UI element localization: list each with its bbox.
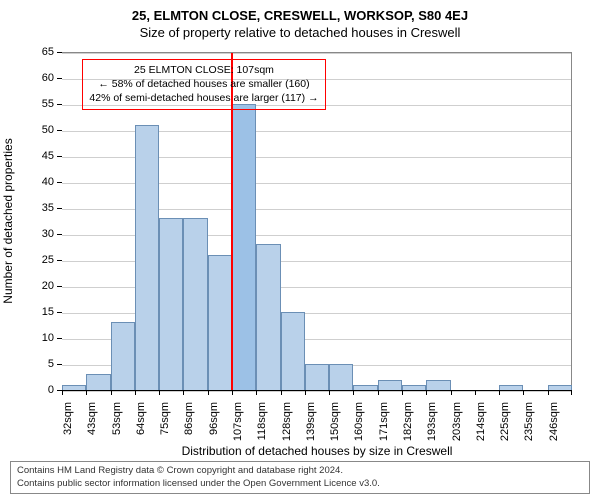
x-tick-label: 96sqm — [208, 402, 220, 446]
x-tick-mark — [305, 390, 306, 395]
x-tick-mark — [159, 390, 160, 395]
annotation-line: 42% of semi-detached houses are larger (… — [89, 91, 318, 105]
histogram-bar — [159, 218, 183, 390]
x-tick-label: 43sqm — [86, 402, 98, 446]
x-tick-label: 246sqm — [548, 402, 560, 446]
x-tick-mark — [232, 390, 233, 395]
y-tick-label: 45 — [42, 150, 54, 162]
y-axis-title: Number of detached properties — [1, 138, 15, 303]
y-tick-label: 65 — [42, 46, 54, 58]
x-tick-mark — [208, 390, 209, 395]
y-tick-label: 50 — [42, 124, 54, 136]
x-tick-label: 139sqm — [305, 402, 317, 446]
x-tick-label: 225sqm — [499, 402, 511, 446]
x-tick-label: 214sqm — [475, 402, 487, 446]
x-tick-mark — [135, 390, 136, 395]
x-tick-mark — [571, 390, 572, 395]
x-tick-label: 32sqm — [62, 402, 74, 446]
histogram-bar — [426, 380, 450, 390]
x-tick-label: 160sqm — [353, 402, 365, 446]
x-axis-title: Distribution of detached houses by size … — [62, 444, 572, 458]
x-tick-label: 118sqm — [256, 402, 268, 446]
histogram-bar — [305, 364, 329, 390]
histogram-bar — [378, 380, 402, 390]
y-tick-label: 60 — [42, 72, 54, 84]
x-tick-mark — [111, 390, 112, 395]
x-axis-line — [62, 390, 572, 391]
x-tick-mark — [86, 390, 87, 395]
x-tick-mark — [183, 390, 184, 395]
annotation-box: 25 ELMTON CLOSE: 107sqm← 58% of detached… — [82, 59, 325, 110]
x-tick-label: 235sqm — [523, 402, 535, 446]
annotation-line: 25 ELMTON CLOSE: 107sqm — [89, 63, 318, 77]
x-tick-mark — [548, 390, 549, 395]
x-tick-mark — [281, 390, 282, 395]
y-tick-label: 5 — [48, 358, 54, 370]
y-tick-label: 25 — [42, 254, 54, 266]
x-tick-mark — [451, 390, 452, 395]
x-tick-mark — [353, 390, 354, 395]
footer-line-1: Contains HM Land Registry data © Crown c… — [17, 465, 583, 477]
x-tick-label: 64sqm — [135, 402, 147, 446]
x-tick-label: 86sqm — [183, 402, 195, 446]
histogram-bar — [86, 374, 110, 390]
x-tick-mark — [499, 390, 500, 395]
x-tick-mark — [256, 390, 257, 395]
histogram-bar — [111, 322, 135, 390]
histogram-bar — [135, 125, 159, 390]
y-tick-label: 40 — [42, 176, 54, 188]
histogram-bar — [256, 244, 280, 390]
x-tick-label: 150sqm — [329, 402, 341, 446]
y-tick-label: 15 — [42, 306, 54, 318]
x-tick-mark — [402, 390, 403, 395]
footer-line-2: Contains public sector information licen… — [17, 478, 583, 490]
histogram-bar — [232, 104, 256, 390]
x-tick-mark — [378, 390, 379, 395]
x-tick-mark — [475, 390, 476, 395]
x-tick-label: 182sqm — [402, 402, 414, 446]
x-tick-mark — [426, 390, 427, 395]
x-tick-label: 107sqm — [232, 402, 244, 446]
y-tick-label: 20 — [42, 280, 54, 292]
histogram-bar — [183, 218, 207, 390]
y-tick-label: 55 — [42, 98, 54, 110]
y-tick-label: 30 — [42, 228, 54, 240]
x-tick-mark — [62, 390, 63, 395]
x-tick-label: 75sqm — [159, 402, 171, 446]
y-tick-label: 0 — [48, 384, 54, 396]
x-tick-label: 53sqm — [111, 402, 123, 446]
x-tick-label: 203sqm — [451, 402, 463, 446]
y-tick-label: 10 — [42, 332, 54, 344]
y-tick-label: 35 — [42, 202, 54, 214]
x-tick-label: 193sqm — [426, 402, 438, 446]
histogram-bar — [208, 255, 232, 390]
chart-subtitle: Size of property relative to detached ho… — [0, 23, 600, 40]
histogram-bar — [281, 312, 305, 390]
x-tick-label: 171sqm — [378, 402, 390, 446]
annotation-line: ← 58% of detached houses are smaller (16… — [89, 77, 318, 91]
x-axis: Distribution of detached houses by size … — [62, 390, 572, 450]
x-tick-mark — [329, 390, 330, 395]
x-tick-mark — [523, 390, 524, 395]
x-tick-label: 128sqm — [281, 402, 293, 446]
histogram-bar — [329, 364, 353, 390]
chart-plot-area: 25 ELMTON CLOSE: 107sqm← 58% of detached… — [62, 52, 572, 390]
y-axis: Number of detached properties 0510152025… — [0, 52, 62, 390]
footer-attribution: Contains HM Land Registry data © Crown c… — [10, 461, 590, 494]
page-title: 25, ELMTON CLOSE, CRESWELL, WORKSOP, S80… — [0, 0, 600, 23]
